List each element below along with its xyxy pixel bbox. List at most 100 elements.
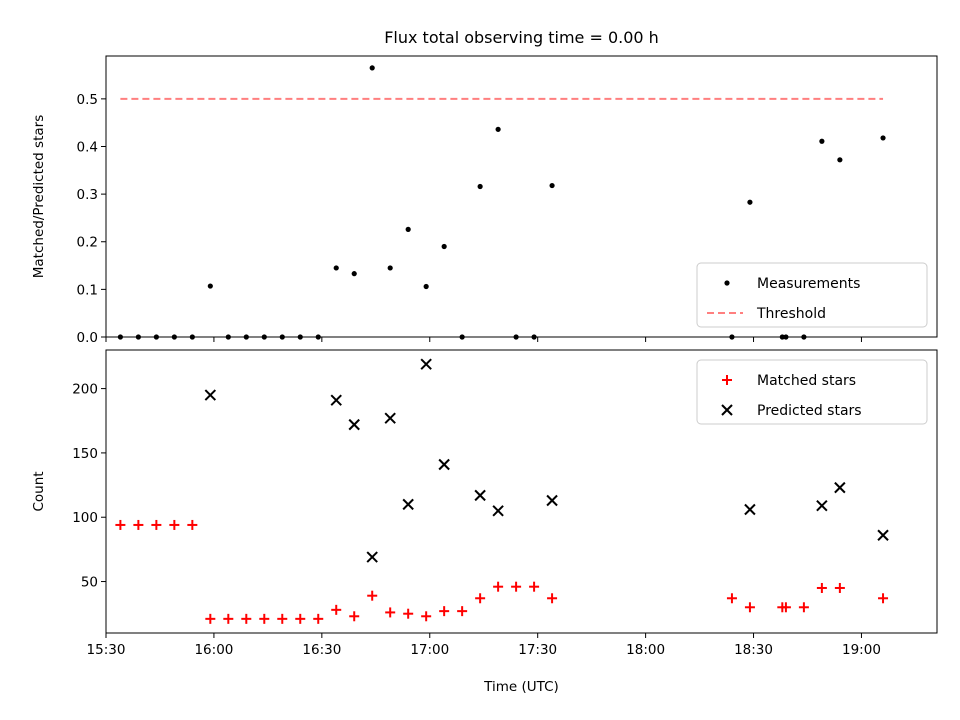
- measurement-point: [495, 126, 501, 132]
- x-marker-b: [877, 529, 889, 541]
- measurement-point: [880, 135, 886, 141]
- x-tick-label: 17:30: [518, 642, 557, 658]
- measurement-point: [315, 334, 321, 340]
- measurement-point: [243, 334, 249, 340]
- measurement-point: [819, 138, 825, 144]
- legend-box-2: [696, 359, 928, 425]
- predicted-star-point: [348, 418, 360, 431]
- x-marker-b: [348, 418, 360, 431]
- measurement-point: [801, 334, 807, 340]
- measurement-point: [135, 334, 141, 340]
- x-tick-label: 15:30: [87, 642, 126, 658]
- predicted-star-point: [877, 529, 889, 541]
- legend-label: Predicted stars: [757, 403, 862, 419]
- y-axis-label-1: Matched/Predicted stars: [31, 115, 47, 278]
- matched-star-point: [385, 607, 396, 618]
- matched-star-point: [798, 602, 809, 613]
- y-tick-label: 0.1: [77, 282, 98, 298]
- matched-star-point: [241, 613, 252, 624]
- matched-star-point: [205, 613, 216, 624]
- predicted-star-point: [384, 412, 396, 424]
- predicted-star-point: [816, 499, 828, 512]
- measurement-point: [225, 334, 231, 340]
- axes-frame-2: [105, 349, 938, 634]
- matched-star-point: [115, 519, 126, 530]
- x-marker-b: [834, 481, 846, 494]
- x-marker-b: [420, 358, 432, 370]
- matched-star-point: [475, 593, 486, 604]
- measurement-point: [783, 334, 789, 340]
- x-marker-b: [744, 503, 756, 516]
- matched-star-point: [457, 606, 468, 617]
- matched-star-point: [816, 582, 827, 593]
- matched-star-point: [349, 611, 360, 622]
- figure-title: Flux total observing time = 0.00 h: [384, 28, 659, 47]
- x-marker-b: [816, 499, 828, 512]
- predicted-star-point: [834, 481, 846, 494]
- measurement-point: [117, 334, 123, 340]
- measurement-point: [153, 334, 159, 340]
- x-marker-b: [474, 489, 486, 502]
- measurement-point: [333, 265, 339, 271]
- measurement-point: [423, 283, 429, 290]
- matched-star-point: [331, 604, 342, 615]
- predicted-star-point: [546, 494, 558, 507]
- legend-matched-swatch: [722, 375, 732, 385]
- plot-layer: 0.0 0.1 0.2 0.3 0.4 0.5 Matched/Predicted star…: [31, 55, 938, 658]
- legend-predicted-swatch: [721, 404, 733, 416]
- x-tick-label: 16:00: [194, 642, 233, 658]
- y-tick-label: 200: [72, 382, 98, 398]
- matched-star-point: [277, 613, 288, 624]
- x-marker-b: [546, 494, 558, 507]
- legend-box-1: [696, 262, 928, 328]
- y-tick-label: 100: [72, 510, 98, 526]
- measurement-point: [747, 199, 753, 205]
- matched-star-point: [511, 581, 522, 592]
- axes-frame-1: [105, 55, 938, 338]
- legend-label: Measurements: [757, 276, 860, 292]
- measurement-point: [531, 334, 537, 340]
- matched-star-point: [367, 590, 378, 601]
- y-tick-label: 0.2: [77, 235, 98, 251]
- measurement-point: [171, 334, 177, 340]
- y-tick-label: 50: [81, 575, 98, 591]
- matched-star-point: [259, 613, 270, 624]
- predicted-star-point: [204, 389, 217, 401]
- matched-star-point: [187, 519, 198, 530]
- x-tick-label: 19:00: [842, 642, 881, 658]
- x-marker-b: [330, 394, 342, 406]
- matched-star-point: [403, 608, 414, 619]
- measurement-point: [297, 334, 303, 340]
- x-marker-b: [721, 404, 733, 416]
- x-marker-b: [384, 412, 396, 424]
- matched-star-point: [295, 613, 306, 624]
- legend-measurement-swatch: [724, 280, 730, 286]
- measurement-point: [261, 334, 267, 340]
- matched-star-point: [439, 606, 450, 617]
- predicted-star-point: [330, 394, 342, 406]
- matched-star-point: [493, 581, 504, 592]
- y-tick-label: 0.5: [77, 92, 98, 108]
- x-tick-label: 16:30: [302, 642, 341, 658]
- matched-star-point: [529, 581, 540, 592]
- measurement-point: [207, 283, 213, 289]
- measurement-point: [387, 265, 393, 271]
- matched-star-point: [313, 613, 324, 624]
- matched-star-point: [421, 611, 432, 622]
- x-marker-b: [438, 458, 450, 471]
- measurement-point: [549, 182, 555, 189]
- matched-star-point: [223, 613, 234, 624]
- x-tick-label: 18:30: [734, 642, 773, 658]
- measurement-point: [279, 334, 285, 340]
- measurement-point: [513, 334, 519, 340]
- predicted-star-point: [402, 498, 414, 511]
- predicted-star-point: [474, 489, 486, 502]
- measurement-point: [779, 334, 785, 340]
- y-tick-label: 0.3: [77, 187, 98, 203]
- matched-star-point: [744, 602, 755, 613]
- measurement-point: [369, 65, 375, 71]
- x-tick-label: 17:00: [410, 642, 449, 658]
- measurement-point: [441, 243, 447, 250]
- legend-label: Threshold: [756, 306, 826, 322]
